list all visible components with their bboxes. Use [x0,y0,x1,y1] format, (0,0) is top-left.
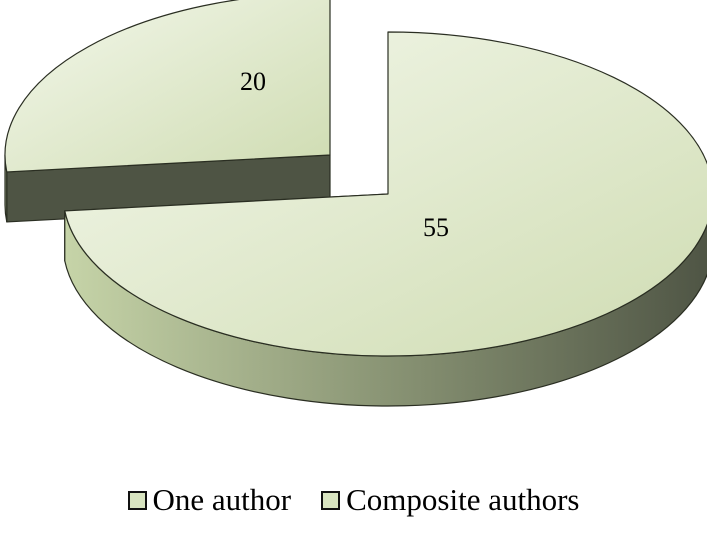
legend-swatch-composite-authors [321,490,341,510]
slice-top-one-author [64,31,707,357]
legend-swatch-one-author [127,490,147,510]
legend: One author Composite authors [0,482,707,518]
slice-top-composite-authors [4,0,331,173]
data-labels: 55 20 [240,67,449,242]
legend-label-composite-authors: Composite authors [346,482,580,517]
data-label-one-author: 55 [423,213,449,242]
slices-layer [4,0,707,407]
legend-item-composite-authors: Composite authors [321,482,579,518]
legend-item-one-author: One author [127,482,292,518]
data-label-composite-authors: 20 [240,67,266,96]
legend-label-one-author: One author [152,482,292,517]
